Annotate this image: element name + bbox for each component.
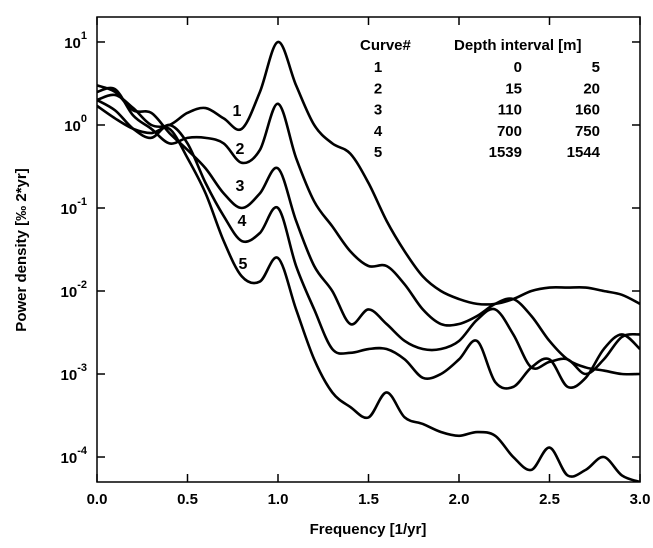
y-tick-base: 10 xyxy=(61,201,78,218)
y-tick-label: 10-3 xyxy=(61,362,87,384)
y-tick-exponent: 1 xyxy=(81,30,87,42)
curve-label: 1 xyxy=(233,103,242,120)
plot-frame xyxy=(96,16,641,483)
table-cell: 160 xyxy=(575,102,600,119)
y-tick-base: 10 xyxy=(64,35,81,52)
y-tick-exponent: 0 xyxy=(81,113,87,125)
y-tick-exponent: -4 xyxy=(77,445,88,457)
curve-label: 4 xyxy=(238,213,247,230)
table-cell: 20 xyxy=(583,80,600,97)
y-tick-label: 100 xyxy=(64,113,87,135)
x-tick-label: 1.5 xyxy=(358,491,379,508)
y-tick-base: 10 xyxy=(61,284,78,301)
table-header: Curve# xyxy=(360,37,412,54)
table-cell: 3 xyxy=(374,102,382,119)
y-tick-label: 101 xyxy=(64,30,87,52)
curve-label: 5 xyxy=(239,256,248,273)
y-tick-label: 10-2 xyxy=(61,279,87,301)
table-cell: 0 xyxy=(514,59,522,76)
y-tick-exponent: -2 xyxy=(77,279,87,291)
x-tick-label: 2.5 xyxy=(539,491,560,508)
x-tick-label: 2.0 xyxy=(449,491,470,508)
table-cell: 1544 xyxy=(567,144,601,161)
table-cell: 5 xyxy=(592,59,600,76)
table-cell: 700 xyxy=(497,123,522,140)
x-tick-label: 1.0 xyxy=(268,491,289,508)
curve xyxy=(97,98,640,390)
table-header: Depth interval [m] xyxy=(454,37,582,54)
y-tick-label: 10-1 xyxy=(61,196,87,218)
table-cell: 110 xyxy=(498,102,522,119)
x-tick-label: 0.0 xyxy=(87,491,108,508)
curve-label: 2 xyxy=(236,141,245,158)
y-tick-label: 10-4 xyxy=(61,445,88,467)
y-axis-label: Power density [‰ 2*yr] xyxy=(13,168,30,331)
y-tick-base: 10 xyxy=(61,450,78,467)
x-axis-label: Frequency [1/yr] xyxy=(310,521,427,538)
table-cell: 15 xyxy=(505,80,522,97)
table-cell: 1 xyxy=(374,59,382,76)
table-cell: 4 xyxy=(374,123,383,140)
y-tick-exponent: -1 xyxy=(77,196,87,208)
curve xyxy=(97,86,640,376)
y-tick-base: 10 xyxy=(61,367,78,384)
x-tick-label: 3.0 xyxy=(630,491,651,508)
table-cell: 750 xyxy=(575,123,600,140)
x-tick-label: 0.5 xyxy=(177,491,198,508)
table-cell: 5 xyxy=(374,144,382,161)
curve xyxy=(97,40,640,306)
table-cell: 2 xyxy=(374,80,382,97)
curves xyxy=(97,40,640,482)
table-cell: 1539 xyxy=(489,144,522,161)
curve xyxy=(97,84,640,376)
curve-label: 3 xyxy=(236,178,245,195)
y-tick-exponent: -3 xyxy=(77,362,87,374)
curve xyxy=(97,104,640,482)
y-tick-base: 10 xyxy=(64,118,81,135)
